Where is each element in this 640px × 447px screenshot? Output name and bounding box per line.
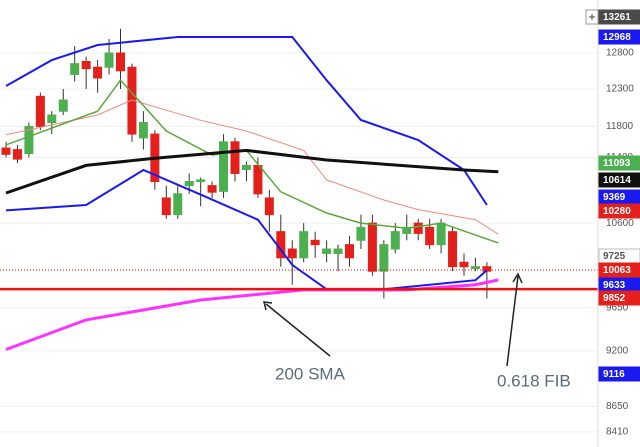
arrow — [265, 303, 331, 357]
candle-body — [81, 61, 91, 70]
candle-body — [459, 261, 469, 268]
price-tag-label: 9116 — [603, 369, 625, 380]
price-tag — [598, 172, 640, 188]
price-tag-label: 11093 — [603, 158, 631, 169]
candle-body — [241, 164, 251, 170]
candle-body — [264, 197, 274, 216]
y-tick-label: 11800 — [606, 121, 634, 132]
candle-body — [104, 52, 114, 68]
candle-body — [1, 147, 11, 155]
candle-body — [35, 95, 45, 127]
price-tag — [598, 9, 640, 25]
price-tag — [598, 262, 640, 278]
candle-body — [470, 266, 480, 269]
arrow-head — [263, 301, 273, 311]
arrow — [506, 275, 519, 367]
candle-body — [161, 197, 171, 216]
y-tick-label: 12800 — [606, 48, 634, 59]
candle-body — [287, 248, 297, 259]
indicator-line — [5, 148, 499, 195]
price-tag-label: 10280 — [603, 206, 631, 217]
arrow-head — [512, 272, 523, 284]
candle-body — [207, 185, 217, 193]
candle-body — [24, 125, 34, 155]
price-tag-label: 9633 — [603, 280, 626, 291]
candle-body — [116, 52, 125, 72]
candle-body — [299, 231, 309, 259]
price-tags: 13261 12968 11093 10614 9369 10280 9725 10063 96… — [598, 9, 640, 382]
candle-body — [448, 231, 458, 268]
price-tag — [598, 29, 640, 45]
indicator-line — [5, 79, 499, 244]
candle-body — [345, 244, 354, 259]
plot — [0, 28, 598, 351]
candle-body — [390, 231, 400, 250]
candle-body — [379, 244, 389, 272]
grid — [0, 52, 598, 433]
y-tick-label: 12300 — [606, 84, 634, 95]
candle-body — [184, 181, 194, 187]
candle-body — [413, 222, 423, 234]
price-tag — [598, 203, 640, 219]
price-tag-label: 12968 — [603, 32, 631, 43]
candle-body — [47, 114, 57, 124]
candle-body — [58, 99, 68, 112]
price-tag-label: 10614 — [603, 175, 631, 186]
candle-body — [322, 248, 332, 254]
annotations: 200 SMA 0.618 FIB — [263, 272, 571, 390]
candle-body — [253, 164, 263, 195]
y-tick-label: 8650 — [606, 401, 629, 412]
price-tag-label: 13261 — [603, 12, 631, 23]
annotation: 0.618 FIB — [497, 371, 571, 390]
indicator-line — [5, 99, 499, 235]
candle-body — [356, 226, 366, 241]
price-tag — [598, 366, 640, 382]
candle-body — [196, 179, 206, 183]
candle-body — [367, 222, 377, 272]
candle-body — [127, 66, 137, 135]
candle-body — [310, 239, 320, 246]
candle-body — [70, 63, 80, 75]
candle-body — [436, 222, 446, 246]
candle-body — [219, 141, 229, 192]
y-tick-label: 9200 — [606, 346, 629, 357]
price-tag-label: 10063 — [603, 265, 631, 276]
y-tick-label: 10600 — [606, 218, 634, 229]
price-tag-label: 9725 — [603, 251, 626, 262]
candle-body — [12, 149, 22, 160]
candle-body — [333, 248, 343, 254]
candle-body — [402, 226, 412, 234]
price-tag — [598, 155, 640, 171]
price-tag-label: 9369 — [603, 192, 626, 203]
price-tag — [598, 290, 640, 306]
candle-body — [425, 226, 435, 246]
candle-body — [230, 141, 240, 174]
indicator-line — [5, 168, 488, 291]
y-tick-label: 8410 — [606, 426, 629, 437]
candle-body — [173, 193, 183, 216]
price-tag-label: 9852 — [603, 293, 626, 304]
candle-body — [138, 122, 148, 139]
candle-body — [93, 66, 103, 79]
y-tick-label: 9650 — [606, 302, 629, 313]
annotation: 200 SMA — [275, 364, 346, 383]
indicator-line — [5, 36, 488, 206]
